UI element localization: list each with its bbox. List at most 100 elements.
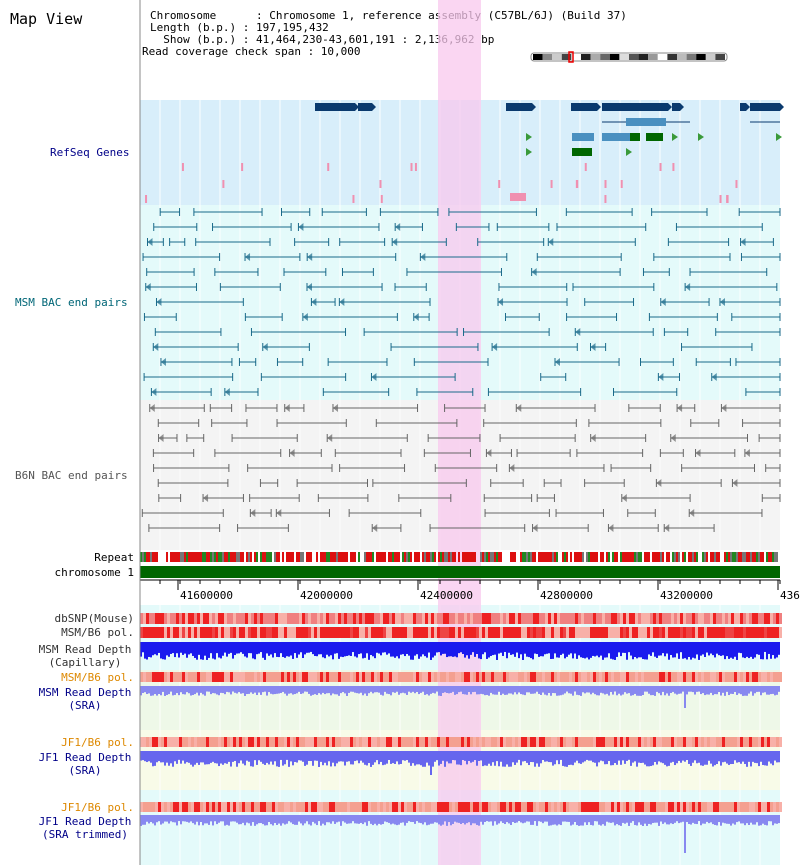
ideogram-band (657, 54, 668, 60)
gene-feature[interactable] (672, 103, 680, 111)
gene-tick (498, 180, 501, 188)
chromosome-info: Chromosome : Chromosome 1, reference ass… (142, 10, 627, 58)
gene-feature[interactable] (510, 193, 526, 201)
gene-tick (735, 180, 738, 188)
coverage-span-line: Read coverage check span : 10,000 (142, 45, 361, 58)
axis-tick-label: 436 (780, 589, 800, 602)
gene-feature[interactable] (602, 133, 630, 141)
gene-arrow[interactable] (698, 133, 704, 141)
ideogram-band (619, 54, 629, 60)
gene-tick (380, 195, 383, 203)
axis-ticks: 41600000 42000000 42400000 42800000 43200000… (139, 580, 800, 602)
track-label-chromosome: chromosome 1 (54, 566, 134, 579)
msm-bac-features[interactable] (142, 208, 781, 396)
track-label-jf1-depth-trimmed: JF1 Read Depth (SRA trimmed) (30, 815, 140, 841)
msm-depth-capillary-line1: MSM Read Depth (38, 643, 132, 656)
ideogram-band (571, 54, 581, 60)
gene-tick (584, 163, 587, 171)
gene-tick (604, 180, 607, 188)
gene-arrow[interactable] (526, 133, 532, 141)
ideogram-band (600, 54, 610, 60)
chromosome-ideogram[interactable] (530, 51, 728, 63)
gene-tick (726, 195, 729, 203)
gene-tick (575, 180, 578, 188)
gene-feature[interactable] (572, 148, 592, 156)
gene-tick (659, 163, 662, 171)
track-label-msm-depth-sra: MSM Read Depth (SRA) (30, 686, 140, 712)
ideogram-band (561, 54, 572, 60)
polymorphism-bars (140, 613, 782, 812)
jf1-depth-sra-line2: (SRA) (68, 764, 102, 777)
gene-feature[interactable] (315, 103, 355, 111)
gene-feature[interactable] (646, 133, 663, 141)
gene-tick (241, 163, 244, 171)
gene-tick (379, 180, 382, 188)
gene-feature[interactable] (750, 103, 780, 111)
track-label-msm-depth-capillary: MSM Read Depth (Capillary) (30, 643, 140, 669)
track-label-dbsnp: dbSNP(Mouse) (54, 612, 134, 625)
ideogram-band (609, 54, 620, 60)
gene-feature[interactable] (358, 103, 372, 111)
gene-feature[interactable] (630, 133, 640, 141)
chromosome-bar (140, 566, 780, 578)
ideogram-band (686, 54, 697, 60)
ideogram-band (638, 54, 649, 60)
ideogram-band (581, 54, 591, 60)
track-label-jf1-b6-pol-2: JF1/B6 pol. (61, 801, 134, 814)
b6n-bac-features[interactable] (141, 404, 781, 532)
axis-tick-label: 42000000 (300, 589, 353, 602)
gene-tick (222, 180, 225, 188)
gene-arrow[interactable] (626, 148, 632, 156)
gene-feature[interactable] (602, 103, 668, 111)
msm-depth-capillary-line2: (Capillary) (48, 656, 122, 669)
ideogram-band (533, 54, 543, 60)
ideogram-band (696, 54, 706, 60)
gene-tick (181, 163, 184, 171)
gene-tick (352, 195, 355, 203)
track-label-b6n-bac[interactable]: B6N BAC end pairs (15, 469, 128, 482)
ideogram-band (552, 54, 562, 60)
gene-tick (604, 195, 607, 203)
axis-tick-label: 42400000 (420, 589, 473, 602)
axis-tick-label: 43200000 (660, 589, 713, 602)
ideogram-band (667, 54, 677, 60)
track-label-msm-bac[interactable]: MSM BAC end pairs (15, 296, 128, 309)
map-view-title: Map View (10, 10, 83, 28)
track-label-refseq[interactable]: RefSeq Genes (50, 146, 130, 159)
msm-depth-sra-line1: MSM Read Depth (38, 686, 132, 699)
track-label-repeat: Repeat (94, 551, 134, 564)
gene-feature[interactable] (571, 103, 597, 111)
refseq-genes-features[interactable] (145, 103, 784, 203)
gene-feature[interactable] (740, 103, 746, 111)
gene-feature[interactable] (572, 133, 594, 141)
gene-feature[interactable] (506, 103, 532, 111)
ideogram-band (677, 54, 687, 60)
highlight-region[interactable] (438, 0, 481, 865)
ideogram-band (542, 54, 553, 60)
gene-tick (327, 163, 330, 171)
gene-feature[interactable] (626, 118, 666, 126)
track-label-jf1-b6-pol: JF1/B6 pol. (61, 736, 134, 749)
ideogram-band (705, 54, 716, 60)
ideogram-band (715, 54, 725, 60)
gene-tick (672, 163, 675, 171)
gene-tick (145, 195, 148, 203)
track-label-msm-b6-pol-2: MSM/B6 pol. (61, 671, 134, 684)
repeat-track (140, 552, 778, 562)
jf1-depth-trimmed-line2: (SRA trimmed) (41, 828, 129, 841)
jf1-depth-trimmed-line1: JF1 Read Depth (38, 815, 132, 828)
axis-tick-label: 42800000 (540, 589, 593, 602)
ideogram-position-marker (568, 51, 574, 63)
jf1-depth-sra-line1: JF1 Read Depth (38, 751, 132, 764)
track-label-jf1-depth-sra: JF1 Read Depth (SRA) (30, 751, 140, 777)
gene-arrow[interactable] (776, 133, 782, 141)
read-depth-bars (140, 642, 780, 853)
length-line: Length (b.p.) : 197,195,432 (150, 21, 329, 34)
gene-tick (719, 195, 722, 203)
gene-arrow[interactable] (672, 133, 678, 141)
gene-arrow[interactable] (526, 148, 532, 156)
ideogram-band (629, 54, 639, 60)
track-label-msm-b6-pol: MSM/B6 pol. (61, 626, 134, 639)
ideogram-band (648, 54, 658, 60)
